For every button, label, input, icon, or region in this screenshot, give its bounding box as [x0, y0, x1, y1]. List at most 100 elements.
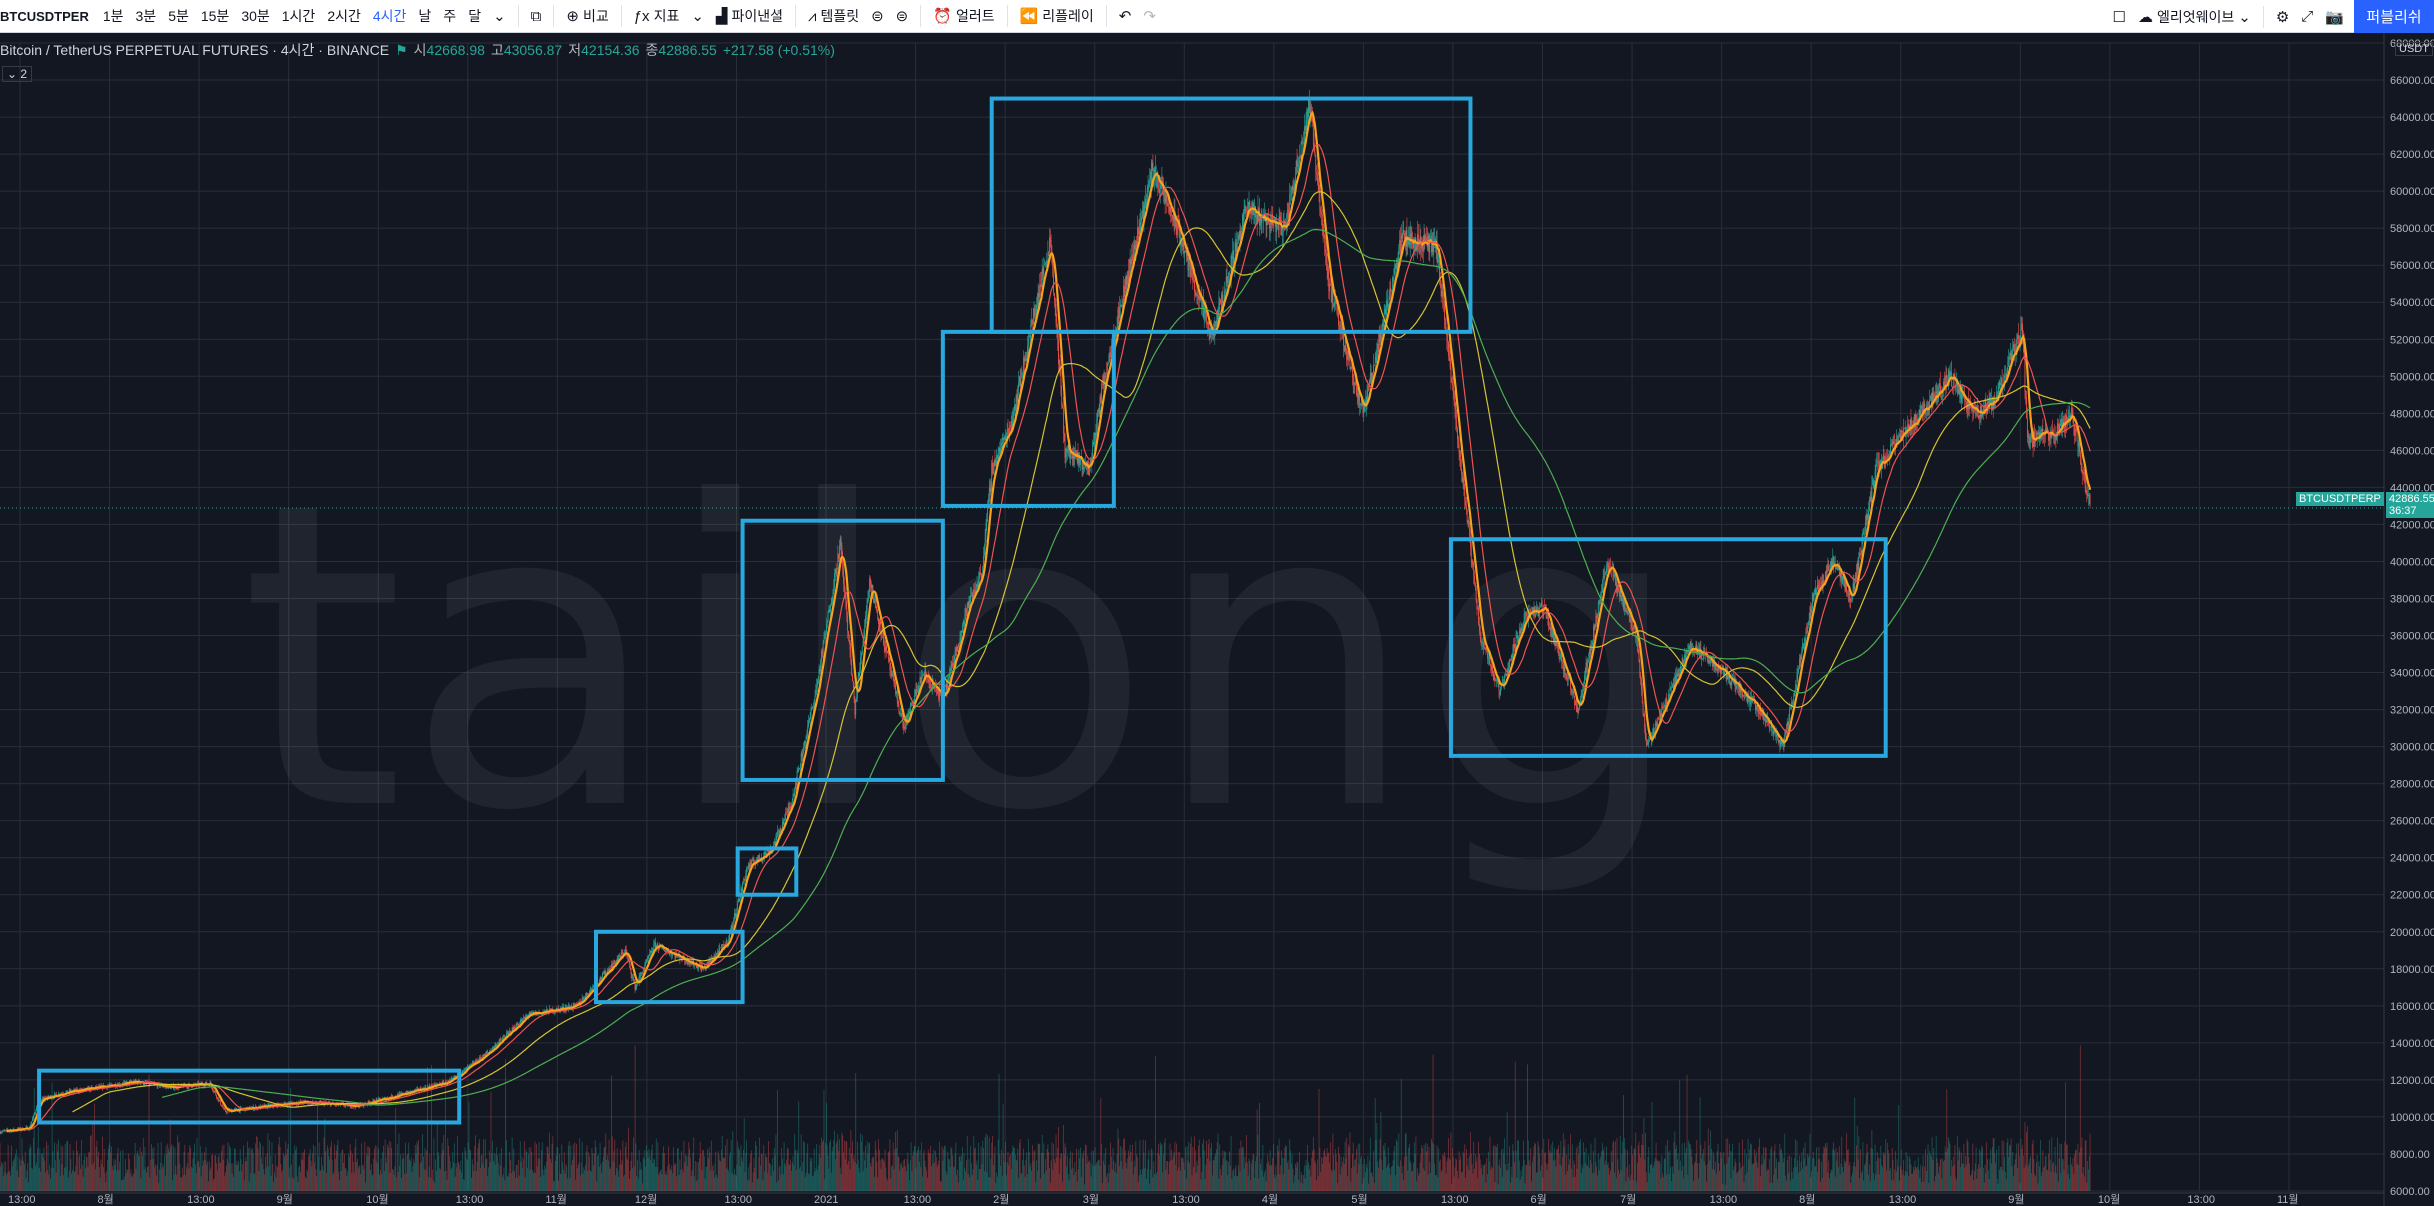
volume-bar [1606, 1146, 1607, 1191]
publish-button[interactable]: 퍼블리쉬 [2354, 0, 2434, 33]
candle-body [351, 1106, 353, 1108]
volume-bar [858, 1167, 860, 1191]
volume-bar [1837, 1152, 1839, 1191]
fullscreen-square-icon[interactable]: ☐ [2112, 8, 2126, 26]
volume-bar [123, 1179, 125, 1191]
volume-bar [1730, 1178, 1732, 1191]
interval-5분[interactable]: 5분 [168, 8, 189, 24]
interval-30분[interactable]: 30분 [241, 8, 270, 24]
redo-icon[interactable]: ↷ [1143, 8, 1156, 25]
volume-bar [1073, 1175, 1075, 1191]
financials-button[interactable]: ▟ 파이낸셜 [716, 6, 783, 26]
volume-bar [1691, 1156, 1693, 1191]
interval-주[interactable]: 주 [443, 8, 457, 24]
chevron-down-icon[interactable]: ⌄ [493, 8, 506, 25]
volume-bar [1601, 1151, 1602, 1191]
volume-bar [2031, 1144, 2033, 1191]
interval-4시간[interactable]: 4시간 [372, 8, 407, 24]
template-save-icon[interactable]: ⊜ [871, 8, 884, 25]
volume-bar [2088, 1169, 2089, 1191]
volume-bar [1916, 1168, 1918, 1191]
volume-bar [1602, 1150, 1604, 1191]
volume-bar [1974, 1171, 1975, 1191]
volume-bar [406, 1155, 408, 1191]
candle-body [720, 947, 721, 949]
volume-bar [1727, 1138, 1729, 1191]
volume-bar [1842, 1172, 1844, 1191]
volume-bar [405, 1142, 406, 1191]
symbol-search[interactable]: BTCUSDTPER [0, 8, 89, 24]
volume-bar [1737, 1170, 1739, 1191]
volume-bar [735, 1175, 737, 1191]
volume-bar [1518, 1160, 1520, 1191]
volume-bar [113, 1158, 115, 1191]
volume-bar [1162, 1171, 1164, 1191]
interval-날[interactable]: 날 [418, 8, 432, 24]
interval-3분[interactable]: 3분 [135, 8, 157, 24]
volume-bar [669, 1168, 671, 1191]
volume-bar [400, 1154, 401, 1191]
volume-bar [693, 1137, 695, 1191]
candle-style-icon[interactable]: ⧉ [530, 7, 542, 25]
volume-bar [1237, 1175, 1238, 1191]
volume-bar [501, 1176, 503, 1191]
candle-body [738, 898, 740, 901]
candle-body [531, 1012, 533, 1014]
volume-bar [88, 1152, 90, 1191]
volume-bar [360, 1173, 362, 1191]
volume-bar [196, 1137, 198, 1191]
volume-bar [628, 1127, 629, 1191]
volume-bar [1445, 1173, 1447, 1191]
volume-bar [983, 1148, 984, 1191]
volume-bar [556, 1146, 558, 1191]
replay-button[interactable]: ⏪ 리플레이 [1020, 6, 1094, 26]
volume-bar [1593, 1151, 1594, 1191]
volume-bar [986, 1172, 988, 1191]
volume-bar [897, 1156, 899, 1191]
volume-bar [192, 1158, 194, 1191]
volume-bar [1177, 1152, 1179, 1191]
volume-bar [1840, 1163, 1842, 1191]
volume-bar [781, 1147, 783, 1191]
volume-bar [1544, 1153, 1545, 1191]
volume-bar [815, 1168, 817, 1191]
volume-bar [1102, 1183, 1103, 1191]
chevron-down-icon[interactable]: ⌄ [691, 8, 704, 25]
candle-body [891, 673, 893, 677]
volume-bar [532, 1169, 533, 1191]
volume-bar [254, 1174, 256, 1191]
volume-bar [1100, 1098, 1102, 1191]
template-load-icon[interactable]: ⊜ [895, 8, 909, 25]
undo-icon[interactable]: ↶ [1118, 8, 1132, 25]
compare-button[interactable]: ⊕ 비교 [566, 6, 608, 26]
volume-bar [1986, 1142, 1988, 1191]
volume-bar [623, 1176, 625, 1191]
volume-bar [1022, 1160, 1024, 1191]
volume-bar [1027, 1138, 1029, 1191]
volume-bar [2071, 1166, 2073, 1191]
interval-1시간[interactable]: 1시간 [281, 8, 316, 24]
alert-button[interactable]: ⏰ 얼러트 [933, 6, 994, 26]
volume-bar [1507, 1170, 1509, 1191]
layout-button[interactable]: ☁ 엘리엇웨이브 ⌄ [2138, 7, 2251, 27]
volume-bar [1483, 1165, 1485, 1191]
gear-icon[interactable]: ⚙ [2275, 8, 2290, 26]
volume-bar [751, 1150, 752, 1191]
volume-bar [1272, 1157, 1274, 1191]
interval-2시간[interactable]: 2시간 [327, 8, 361, 24]
expand-icon[interactable]: ⤢ [2301, 8, 2314, 25]
indicators-button[interactable]: ƒx 지표 [634, 6, 680, 26]
interval-달[interactable]: 달 [468, 8, 482, 24]
candle-body [284, 1102, 286, 1104]
templates-button[interactable]: ⩘ 템플릿 [808, 6, 859, 26]
candle-body [801, 753, 803, 758]
candle-body [575, 1003, 577, 1005]
interval-15분[interactable]: 15분 [200, 8, 230, 24]
volume-bar [1743, 1182, 1745, 1191]
volume-bar [1614, 1141, 1616, 1191]
price-chart[interactable]: tailong 6000.008000.0010000.0012000.0014… [0, 33, 2434, 1206]
camera-icon[interactable]: 📷 [2325, 8, 2344, 26]
volume-bar [210, 1167, 212, 1191]
volume-bar [1741, 1167, 1742, 1191]
interval-1분[interactable]: 1분 [102, 8, 124, 24]
